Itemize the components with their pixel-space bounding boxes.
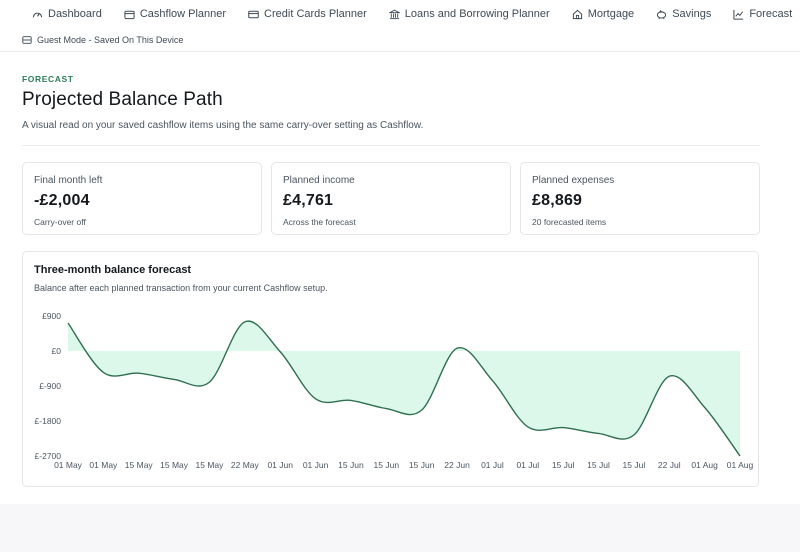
- x-tick-label: 22 Jul: [658, 460, 681, 470]
- page-eyebrow: FORECAST: [22, 74, 74, 84]
- x-tick-label: 15 Jul: [552, 460, 575, 470]
- y-tick-label: £-1800: [35, 416, 62, 426]
- bank-icon: [388, 9, 400, 20]
- nav-item-label: Cashflow Planner: [139, 8, 227, 20]
- x-tick-label: 01 Jun: [303, 460, 329, 470]
- x-tick-label: 15 May: [160, 460, 189, 470]
- y-tick-label: £-900: [39, 381, 61, 391]
- x-tick-label: 15 May: [125, 460, 154, 470]
- nav-item-label: Savings: [672, 8, 712, 20]
- chart-title: Three-month balance forecast: [34, 264, 192, 276]
- card-label: Planned expenses: [532, 175, 615, 186]
- balance-area-fill: [68, 321, 740, 456]
- x-tick-label: 01 Aug: [691, 460, 718, 470]
- x-tick-label: 15 Jul: [623, 460, 646, 470]
- x-tick-label: 22 May: [231, 460, 260, 470]
- card-note: Across the forecast: [283, 217, 356, 227]
- nav-item-label: Credit Cards Planner: [264, 8, 367, 20]
- data-point: [314, 397, 317, 400]
- nav-item-label: Loans and Borrowing Planner: [404, 8, 550, 20]
- data-point: [102, 371, 105, 374]
- nav-item-dashboard[interactable]: Dashboard: [32, 8, 102, 20]
- section-divider: [22, 145, 760, 146]
- wallet-icon: [124, 9, 135, 20]
- dashboard-icon: [32, 9, 43, 20]
- data-point: [208, 381, 211, 384]
- page-subtitle: A visual read on your saved cashflow ite…: [22, 120, 424, 131]
- data-point: [632, 433, 635, 436]
- data-point: [491, 379, 494, 382]
- forecast-chart-card: Three-month balance forecast Balance aft…: [22, 251, 759, 487]
- main-content: FORECAST Projected Balance Path A visual…: [0, 52, 800, 504]
- data-point: [597, 432, 600, 435]
- data-point: [279, 350, 282, 353]
- card-note: 20 forecasted items: [532, 217, 607, 227]
- data-point: [668, 375, 671, 378]
- x-tick-label: 15 May: [196, 460, 225, 470]
- balance-line: [67, 320, 741, 457]
- card-value: -£2,004: [34, 192, 90, 209]
- data-point: [738, 454, 741, 457]
- page-title: Projected Balance Path: [22, 89, 223, 110]
- x-tick-label: 01 Jul: [481, 460, 504, 470]
- line-chart-icon: [733, 9, 744, 20]
- nav-item-cashflow-planner[interactable]: Cashflow Planner: [124, 8, 226, 20]
- nav-item-credit-cards-planner[interactable]: Credit Cards Planner: [248, 8, 367, 20]
- card-note: Carry-over off: [34, 217, 86, 227]
- piggy-bank-icon: [656, 9, 667, 20]
- x-tick-label: 15 Jun: [338, 460, 364, 470]
- data-point: [243, 320, 246, 323]
- data-point: [173, 378, 176, 381]
- card-label: Planned income: [283, 175, 355, 186]
- card-value: £4,761: [283, 192, 334, 209]
- card-value: £8,869: [532, 192, 583, 209]
- x-tick-label: 01 Jun: [267, 460, 293, 470]
- data-point: [66, 321, 69, 324]
- data-point: [385, 407, 388, 410]
- data-point: [137, 372, 140, 375]
- data-point: [420, 409, 423, 412]
- card-planned-expenses: Planned expenses £8,869 20 forecasted it…: [520, 162, 760, 235]
- nav-item-label: Dashboard: [48, 8, 102, 20]
- card-planned-income: Planned income £4,761 Across the forecas…: [271, 162, 511, 235]
- x-tick-label: 01 May: [89, 460, 118, 470]
- nav-item-label: Mortgage: [587, 8, 635, 20]
- x-tick-label: 01 Jul: [516, 460, 539, 470]
- credit-card-icon: [248, 9, 259, 20]
- guest-mode-label: Guest Mode - Saved On This Device: [37, 35, 184, 45]
- storage-icon: [22, 35, 32, 45]
- nav-item-label: Forecast: [749, 8, 793, 20]
- x-tick-label: 22 Jun: [444, 460, 470, 470]
- card-label: Final month left: [34, 175, 103, 186]
- data-point: [703, 406, 706, 409]
- home-icon: [572, 9, 583, 20]
- chart-subtitle: Balance after each planned transaction f…: [34, 283, 328, 293]
- main-nav: Dashboard Cashflow Planner Credit Cards …: [0, 0, 800, 28]
- y-tick-label: £0: [52, 346, 62, 356]
- x-tick-label: 15 Jun: [409, 460, 435, 470]
- x-tick-label: 01 May: [54, 460, 83, 470]
- x-tick-label: 01 Aug: [727, 460, 754, 470]
- top-bar: Dashboard Cashflow Planner Credit Cards …: [0, 0, 800, 52]
- y-tick-label: £900: [42, 311, 61, 321]
- nav-item-mortgage[interactable]: Mortgage: [572, 8, 634, 20]
- summary-cards: Final month left -£2,004 Carry-over off …: [22, 162, 778, 235]
- x-tick-label: 15 Jul: [587, 460, 610, 470]
- y-tick-label: £-2700: [35, 451, 62, 461]
- nav-item-savings[interactable]: Savings: [656, 8, 711, 20]
- x-tick-label: 15 Jun: [374, 460, 400, 470]
- data-point: [455, 347, 458, 350]
- guest-mode-indicator: Guest Mode - Saved On This Device: [0, 28, 800, 52]
- nav-item-loans-and-borrowing-planner[interactable]: Loans and Borrowing Planner: [388, 8, 550, 20]
- data-point: [526, 425, 529, 428]
- data-point: [562, 426, 565, 429]
- nav-item-forecast[interactable]: Forecast: [733, 8, 792, 20]
- card-final-month-left: Final month left -£2,004 Carry-over off: [22, 162, 262, 235]
- data-point: [349, 399, 352, 402]
